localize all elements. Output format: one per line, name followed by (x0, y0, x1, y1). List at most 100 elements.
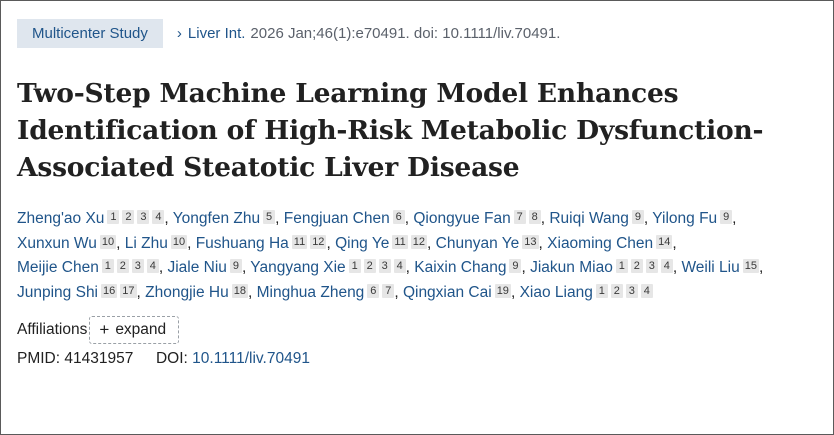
affiliation-number[interactable]: 3 (645, 259, 658, 274)
affiliation-number[interactable]: 1 (595, 283, 608, 298)
author-name-link[interactable]: Junping Shi (17, 283, 99, 301)
affiliation-number[interactable]: 1 (348, 259, 361, 274)
author-name-link[interactable]: Xiao Liang (519, 283, 593, 301)
author-name-link[interactable]: Jiale Niu (167, 259, 227, 277)
author-name-link[interactable]: Fengjuan Chen (283, 210, 390, 227)
affiliation-number[interactable]: 13 (522, 234, 539, 249)
author-name-link[interactable]: Qiongyue Fan (413, 210, 511, 227)
affiliation-number[interactable]: 11 (291, 234, 308, 249)
affiliation-number[interactable]: 7 (382, 283, 395, 298)
author-name-link[interactable]: Minghua Zheng (256, 283, 365, 301)
author-item: Li Zhu 10 (124, 234, 188, 252)
affiliation-number[interactable]: 19 (494, 283, 511, 298)
author-item: Junping Shi 16 17 (17, 283, 137, 301)
doi-link[interactable]: 10.1111/liv.70491 (192, 350, 310, 368)
affiliation-number[interactable]: 16 (101, 283, 118, 298)
author-name-link[interactable]: Zhongjie Hu (145, 283, 229, 301)
author-name-link[interactable]: Li Zhu (124, 234, 168, 252)
affiliation-number[interactable]: 3 (378, 259, 391, 274)
affiliation-number[interactable]: 4 (640, 283, 653, 298)
author-item: Yilong Fu 9 (652, 210, 733, 227)
author-item: Yongfen Zhu 5 (172, 210, 276, 227)
author-name-link[interactable]: Chunyan Ye (435, 234, 520, 252)
affiliation-number[interactable]: 12 (410, 234, 428, 249)
author-name-link[interactable]: Meijie Chen (17, 259, 99, 277)
affiliation-number[interactable]: 6 (392, 210, 405, 224)
identifiers-row: PMID: 41431957 DOI: 10.1111/liv.70491 (17, 350, 817, 368)
doi-label: DOI: (155, 350, 188, 368)
author-item: Yangyang Xie 1 2 3 4 (250, 259, 406, 277)
author-item: Fushuang Ha 11 12 (195, 234, 327, 252)
author-item: Zhongjie Hu 18 (145, 283, 248, 301)
affiliation-number[interactable]: 9 (509, 259, 522, 274)
author-name-link[interactable]: Yangyang Xie (250, 259, 346, 277)
author-item: Minghua Zheng 6 7 (256, 283, 395, 301)
affiliations-row: Affiliations + expand (17, 316, 817, 345)
affiliation-number[interactable]: 11 (392, 234, 408, 249)
author-name-link[interactable]: Yongfen Zhu (172, 210, 261, 227)
affiliation-number[interactable]: 9 (631, 210, 644, 224)
affiliation-number[interactable]: 6 (367, 283, 380, 298)
plus-icon: + (99, 320, 110, 340)
author-item: Xunxun Wu 10 (17, 234, 117, 252)
affiliation-number[interactable]: 4 (660, 259, 673, 274)
affiliation-number[interactable]: 5 (263, 210, 276, 224)
affiliation-number[interactable]: 2 (610, 283, 623, 298)
expand-affiliations-button[interactable]: + expand (89, 316, 180, 345)
author-name-link[interactable]: Qingxian Cai (402, 283, 492, 301)
affiliation-number[interactable]: 9 (720, 210, 733, 224)
affiliation-number[interactable]: 2 (122, 210, 135, 224)
affiliation-number[interactable]: 10 (99, 234, 117, 249)
affiliation-number[interactable]: 15 (742, 259, 759, 274)
affiliation-number[interactable]: 1 (615, 259, 628, 274)
publication-type-badge[interactable]: Multicenter Study (17, 19, 163, 48)
author-item: Meijie Chen 1 2 3 4 (17, 259, 159, 276)
affiliation-number[interactable]: 12 (310, 234, 327, 249)
chevron-right-icon: › (176, 25, 182, 42)
affiliation-number[interactable]: 10 (170, 234, 188, 249)
affiliation-number[interactable]: 1 (101, 259, 114, 274)
affiliation-number[interactable]: 3 (137, 210, 150, 224)
article-meta-row: Multicenter Study › Liver Int. 2026 Jan;… (17, 19, 817, 48)
affiliation-number[interactable]: 2 (363, 259, 376, 274)
author-name-link[interactable]: Jiakun Miao (530, 259, 613, 277)
pmid-label: PMID: (17, 350, 61, 368)
affiliation-number[interactable]: 7 (513, 210, 526, 224)
author-item: Xiaoming Chen 14 (547, 234, 673, 252)
author-item: Ruiqi Wang 9 (549, 210, 644, 227)
affiliation-number[interactable]: 3 (625, 283, 638, 298)
affiliation-number[interactable]: 4 (393, 259, 406, 274)
author-item: Chunyan Ye 13 (435, 234, 539, 252)
article-header-content: Multicenter Study › Liver Int. 2026 Jan;… (17, 19, 817, 368)
author-name-link[interactable]: Qing Ye (335, 234, 390, 252)
author-name-link[interactable]: Fushuang Ha (195, 234, 289, 252)
affiliation-number[interactable]: 1 (107, 210, 120, 224)
author-item: Jiakun Miao 1 2 3 4 (530, 259, 673, 276)
affiliation-number[interactable]: 4 (146, 259, 159, 274)
author-name-link[interactable]: Weili Liu (681, 259, 740, 277)
author-name-link[interactable]: Xunxun Wu (17, 234, 97, 252)
affiliation-number[interactable]: 2 (116, 259, 129, 274)
affiliation-number[interactable]: 9 (229, 259, 242, 274)
affiliation-number[interactable]: 18 (231, 283, 248, 298)
affiliation-number[interactable]: 2 (630, 259, 643, 274)
author-name-link[interactable]: Kaixin Chang (414, 259, 507, 277)
author-item: Qing Ye 11 12 (335, 234, 428, 252)
affiliation-number[interactable]: 3 (131, 259, 144, 274)
author-item: Fengjuan Chen 6 (284, 210, 405, 227)
affiliation-number[interactable]: 17 (120, 283, 137, 298)
journal-link[interactable]: Liver Int. (187, 25, 246, 42)
author-name-link[interactable]: Xiaoming Chen (547, 234, 654, 252)
author-name-link[interactable]: Zheng'ao Xu (17, 210, 105, 227)
article-title: Two-Step Machine Learning Model Enhances… (17, 78, 764, 183)
pmid-value: 41431957 (64, 350, 134, 368)
affiliation-number[interactable]: 14 (656, 234, 673, 249)
affiliation-number[interactable]: 8 (528, 210, 541, 224)
author-name-link[interactable]: Yilong Fu (652, 210, 718, 227)
affiliation-number[interactable]: 4 (152, 210, 165, 224)
author-item: Xiao Liang 1 2 3 4 (519, 283, 653, 301)
author-name-link[interactable]: Ruiqi Wang (549, 210, 629, 227)
author-item: Qiongyue Fan 7 8 (413, 210, 541, 227)
expand-label: expand (115, 321, 167, 339)
